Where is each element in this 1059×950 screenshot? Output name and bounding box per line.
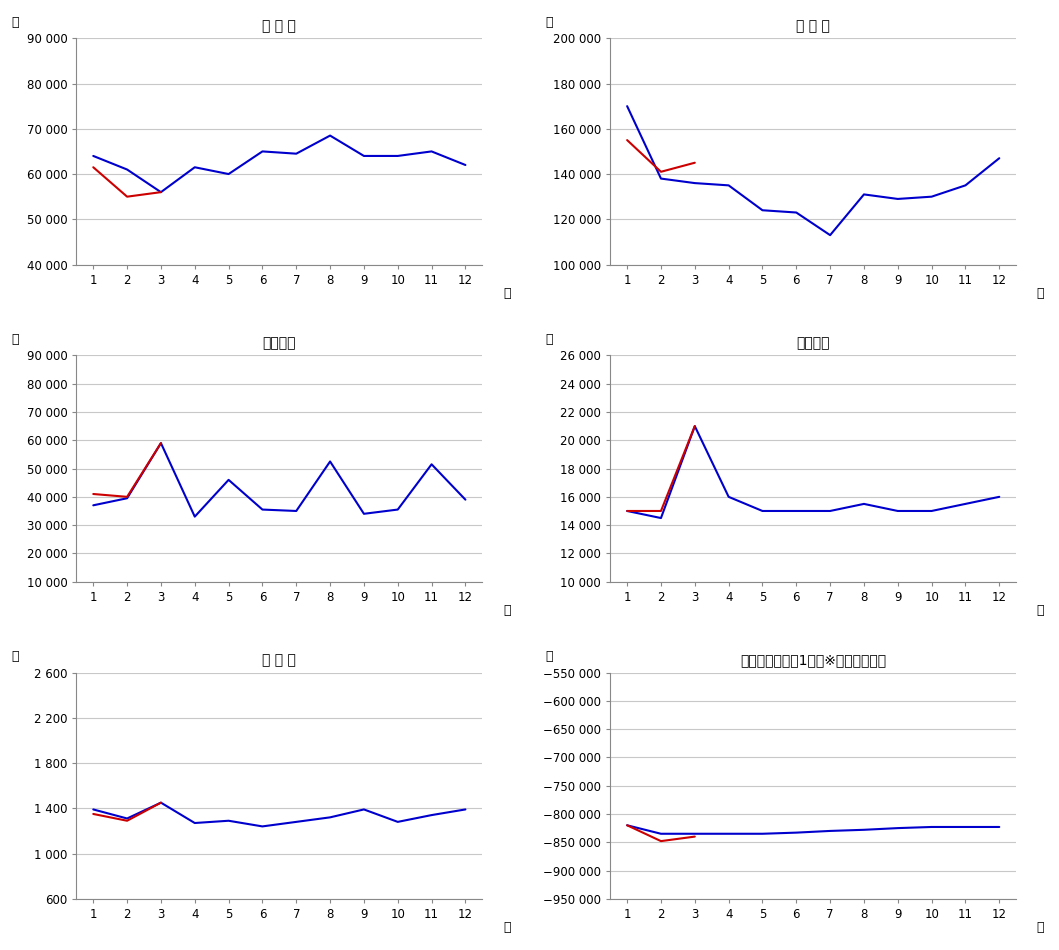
Text: 月: 月 <box>503 604 510 618</box>
Text: 胎: 胎 <box>12 651 19 663</box>
Title: 死 亡 数: 死 亡 数 <box>796 19 830 33</box>
Text: 月: 月 <box>1037 287 1044 300</box>
Title: 死 産 数: 死 産 数 <box>263 654 297 667</box>
Text: 組: 組 <box>545 333 553 347</box>
Text: 組: 組 <box>12 333 19 347</box>
Text: 月: 月 <box>1037 604 1044 618</box>
Text: 月: 月 <box>503 922 510 935</box>
Title: 当月を含む過去1年間※の自然増減数: 当月を含む過去1年間※の自然増減数 <box>740 654 886 667</box>
Title: 離婚件数: 離婚件数 <box>796 336 830 350</box>
Title: 婚姻件数: 婚姻件数 <box>263 336 297 350</box>
Text: 月: 月 <box>1037 922 1044 935</box>
Text: 月: 月 <box>503 287 510 300</box>
Text: 人: 人 <box>545 651 553 663</box>
Text: 人: 人 <box>545 16 553 29</box>
Text: 人: 人 <box>12 16 19 29</box>
Title: 出 生 数: 出 生 数 <box>263 19 297 33</box>
